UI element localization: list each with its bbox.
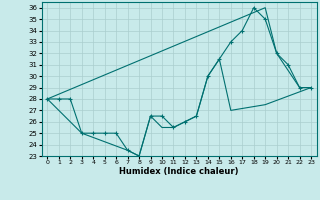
X-axis label: Humidex (Indice chaleur): Humidex (Indice chaleur) [119,167,239,176]
